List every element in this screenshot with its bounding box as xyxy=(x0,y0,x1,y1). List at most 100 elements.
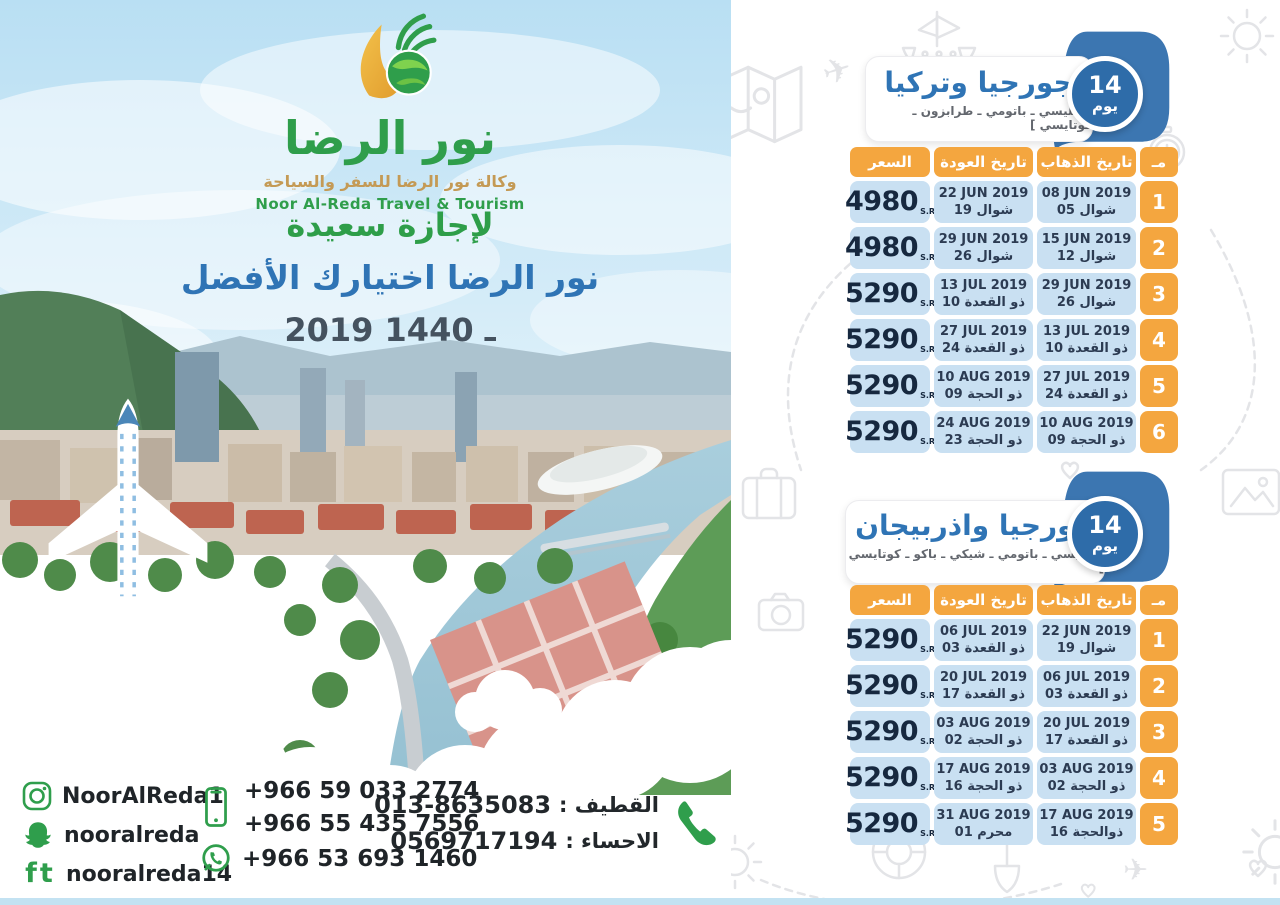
tour-section-georgia-turkey: 14 يوم جورجيا وتركيا [ تبليسي ـ باتومي ـ… xyxy=(731,0,1280,455)
mobile-phone-icon xyxy=(205,787,227,827)
depart-cell: 29 JUN 2019 26 شوال xyxy=(1037,273,1136,315)
table-header-row: السعر تاريخ العودة تاريخ الذهاب مـ xyxy=(850,585,1178,615)
table-row: 5290 S.R 13 JUL 2019 10 ذو القعدة 29 JUN 2… xyxy=(845,273,1178,315)
mountains-doodle-icon xyxy=(1221,468,1280,516)
dashed-route-doodle xyxy=(759,878,1063,905)
table-row: 4980 S.R 29 JUN 2019 26 شوال 15 JUN 2019 12… xyxy=(845,227,1178,269)
qatif-phone: 013-8635083 xyxy=(374,791,552,819)
return-cell: 06 JUL 2019 03 ذو القعدة xyxy=(934,619,1033,661)
price-cell: 5290 S.R xyxy=(845,365,935,407)
table-row: 4980 S.R 22 JUN 2019 19 شوال 08 JUN 2019 05… xyxy=(845,181,1178,223)
ahsa-phone: 0569717194 xyxy=(390,827,558,855)
whatsapp-icon xyxy=(202,844,230,872)
headline-best-choice: نور الرضا اختيارك الأفضل xyxy=(180,258,600,297)
price-cell: 5290 S.R xyxy=(845,619,935,661)
camera-doodle-icon xyxy=(757,592,805,632)
table-row: 5290 S.R 06 JUL 2019 03 ذو القعدة 22 JUN 2… xyxy=(845,619,1178,661)
return-cell: 17 AUG 2019 16 ذو الحجة xyxy=(934,757,1033,799)
days-unit: يوم xyxy=(1091,537,1119,555)
tour-cities: [ تبليسي ـ باتومي ـ طرابزون ـ كوتايسي ] xyxy=(912,103,1092,132)
tour-title-card: جورجيا وتركيا [ تبليسي ـ باتومي ـ طرابزو… xyxy=(865,56,1093,142)
tour-title: جورجيا وتركيا xyxy=(884,65,1074,99)
facebook-twitter-row: f t nooralreda14 xyxy=(22,857,232,891)
days-count: 14 xyxy=(1088,511,1122,539)
row-number: 6 xyxy=(1140,411,1178,453)
row-number: 2 xyxy=(1140,665,1178,707)
mobile-number-2: +966 55 435 7556 xyxy=(244,810,480,837)
price-cell: 4980 S.R xyxy=(845,227,935,269)
schedule-panel: ✈ xyxy=(731,0,1280,905)
schedule-table: السعر تاريخ العودة تاريخ الذهاب مـ 5290 S… xyxy=(845,585,1178,845)
whatsapp-number: +966 53 693 1460 xyxy=(242,846,478,872)
depart-cell: 06 JUL 2019 03 ذو القعدة xyxy=(1037,665,1136,707)
snapchat-handle: nooralreda xyxy=(64,822,200,848)
depart-cell: 20 JUL 2019 17 ذو القعدة xyxy=(1037,711,1136,753)
map-doodle-icon xyxy=(731,65,803,144)
col-depart: تاريخ الذهاب xyxy=(1037,585,1136,615)
depart-cell: 10 AUG 2019 09 ذو الحجة xyxy=(1037,411,1136,453)
mobile-number-1: +966 59 033 2774 xyxy=(244,777,480,804)
col-price: السعر xyxy=(850,585,930,615)
depart-cell: 27 JUL 2019 24 ذو القعدة xyxy=(1037,365,1136,407)
mobile-numbers: +966 59 033 2774 +966 55 435 7556 +966 5… xyxy=(198,777,479,875)
tour-section-georgia-azerbaijan: 14 يوم جورجيا واذربيجان [ تبليسي ـ باتوم… xyxy=(731,455,1280,905)
tour-title-card: جورجيا واذربيجان [ تبليسي ـ باتومي ـ شيك… xyxy=(845,500,1105,584)
price-cell: 4980 S.R xyxy=(845,181,935,223)
return-cell: 03 AUG 2019 02 ذو الحجة xyxy=(934,711,1033,753)
row-number: 3 xyxy=(1140,273,1178,315)
row-number: 4 xyxy=(1140,757,1178,799)
qatif-label: القطيف : xyxy=(559,793,659,817)
col-num: مـ xyxy=(1140,147,1178,177)
dashed-route-doodle xyxy=(1199,228,1256,472)
facebook-twitter-handle: nooralreda14 xyxy=(66,861,233,887)
row-number: 3 xyxy=(1140,711,1178,753)
col-return: تاريخ العودة xyxy=(934,147,1033,177)
snapchat-icon xyxy=(25,822,51,848)
return-cell: 20 JUL 2019 17 ذو القعدة xyxy=(934,665,1033,707)
table-row: 5290 S.R 10 AUG 2019 09 ذو الحجة 27 JUL 20… xyxy=(845,365,1178,407)
days-badge: 14 يوم xyxy=(1067,496,1143,572)
ahsa-phone-row: الاحساء : 0569717194 xyxy=(374,827,659,855)
instagram-icon xyxy=(22,781,52,811)
col-return: تاريخ العودة xyxy=(934,585,1033,615)
return-cell: 31 AUG 2019 01 محرم xyxy=(934,803,1033,845)
col-num: مـ xyxy=(1140,585,1178,615)
price-cell: 5290 S.R xyxy=(845,411,935,453)
table-row: 5290 S.R 17 AUG 2019 16 ذو الحجة 03 AUG 20… xyxy=(845,757,1178,799)
table-header-row: السعر تاريخ العودة تاريخ الذهاب مـ xyxy=(850,147,1178,177)
brand-logo: نور الرضا وكالة نور الرضا للسفر والسياحة… xyxy=(170,12,610,213)
depart-cell: 15 JUN 2019 12 شوال xyxy=(1037,227,1136,269)
photo-panel: نور الرضا وكالة نور الرضا للسفر والسياحة… xyxy=(0,0,731,905)
table-row: 5290 S.R 31 AUG 2019 01 محرم 17 AUG 2019 16… xyxy=(845,803,1178,845)
tbilisi-city-photo xyxy=(0,0,731,905)
schedule-table: السعر تاريخ العودة تاريخ الذهاب مـ 4980 S… xyxy=(845,147,1178,453)
row-number: 1 xyxy=(1140,619,1178,661)
headline-happy-vacation: لإجازة سعيدة xyxy=(286,206,494,244)
return-cell: 24 AUG 2019 23 ذو الحجة xyxy=(934,411,1033,453)
row-number: 4 xyxy=(1140,319,1178,361)
airplane-icon xyxy=(48,398,208,644)
depart-cell: 08 JUN 2019 05 شوال xyxy=(1037,181,1136,223)
cloud-footer-shape xyxy=(0,600,731,905)
table-row: 5290 S.R 24 AUG 2019 23 ذو الحجة 10 AUG 20… xyxy=(845,411,1178,453)
price-cell: 5290 S.R xyxy=(845,757,935,799)
social-handles: NoorAlReda1 nooralreda f t nooralreda14 xyxy=(22,779,232,891)
facebook-icon: f xyxy=(25,858,37,889)
row-number: 1 xyxy=(1140,181,1178,223)
depart-cell: 03 AUG 2019 02 ذو الحجة xyxy=(1037,757,1136,799)
return-cell: 22 JUN 2019 19 شوال xyxy=(934,181,1033,223)
table-row: 5290 S.R 27 JUL 2019 24 ذو القعدة 13 JUL 2… xyxy=(845,319,1178,361)
col-price: السعر xyxy=(850,147,930,177)
row-number: 5 xyxy=(1140,365,1178,407)
price-cell: 5290 S.R xyxy=(845,711,935,753)
row-number: 2 xyxy=(1140,227,1178,269)
price-cell: 5290 S.R xyxy=(845,803,935,845)
qatif-phone-row: القطيف : 013-8635083 xyxy=(374,791,659,819)
tour-cities: [ تبليسي ـ باتومي ـ شيكي ـ باكو ـ كوتايس… xyxy=(848,546,1104,575)
tour-title: جورجيا واذربيجان xyxy=(855,508,1095,542)
price-cell: 5290 S.R xyxy=(845,273,935,315)
days-count: 14 xyxy=(1088,71,1122,99)
instagram-row: NoorAlReda1 xyxy=(22,779,232,813)
brand-tagline-arabic: وكالة نور الرضا للسفر والسياحة xyxy=(263,172,517,191)
plane-doodle-icon: ✈ xyxy=(1123,853,1148,888)
